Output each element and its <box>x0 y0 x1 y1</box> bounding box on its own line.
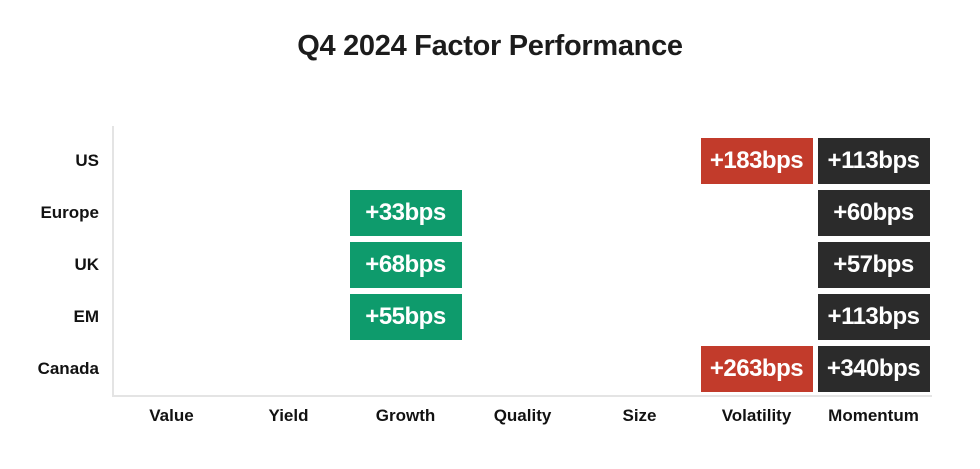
column-label-value: Value <box>149 406 194 425</box>
cell-uk-growth: +68bps <box>349 242 462 288</box>
cell-em-momentum: +113bps <box>817 294 930 340</box>
cell-europe-growth: +33bps <box>349 190 462 236</box>
y-axis-line <box>112 126 114 396</box>
column-label-growth: Growth <box>375 406 436 425</box>
cell-canada-volatility: +263bps <box>700 346 813 392</box>
row-label-em: EM <box>73 307 100 326</box>
cell-uk-momentum: +57bps <box>817 242 930 288</box>
x-axis-line <box>112 395 932 397</box>
column-label-volatility: Volatility <box>721 406 792 425</box>
column-label-size: Size <box>622 406 657 425</box>
chart-title: Q4 2024 Factor Performance <box>297 30 683 62</box>
row-label-canada: Canada <box>37 359 99 378</box>
cell-us-volatility: +183bps <box>700 138 813 184</box>
cell-europe-momentum: +60bps <box>817 190 930 236</box>
row-label-us: US <box>75 151 99 170</box>
cell-em-growth: +55bps <box>349 294 462 340</box>
column-label-yield: Yield <box>268 406 309 425</box>
column-label-momentum: Momentum <box>828 406 919 425</box>
cell-us-momentum: +113bps <box>817 138 930 184</box>
column-label-quality: Quality <box>493 406 552 425</box>
row-label-europe: Europe <box>40 203 99 222</box>
cell-canada-momentum: +340bps <box>817 346 930 392</box>
row-label-uk: UK <box>74 255 99 274</box>
